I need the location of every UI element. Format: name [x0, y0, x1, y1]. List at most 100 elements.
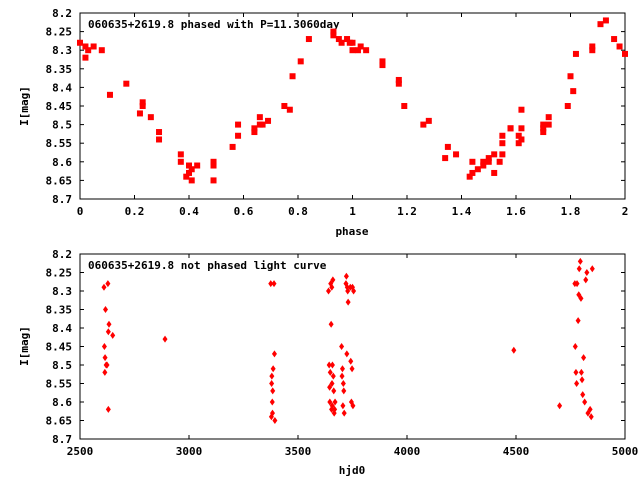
- data-point: [597, 21, 604, 28]
- phased-light-curve-panel: 060635+2619.8 phased with P=11.3060day p…: [18, 7, 628, 238]
- data-point: [395, 80, 402, 87]
- data-point: [572, 50, 579, 57]
- data-point: [329, 380, 335, 387]
- data-point: [297, 58, 304, 65]
- unphased-light-curve-panel: 060635+2619.8 not phased light curve hjd…: [18, 248, 638, 477]
- data-point: [557, 402, 563, 410]
- data-point: [338, 39, 345, 46]
- data-point: [106, 320, 112, 328]
- data-point: [335, 36, 342, 43]
- data-point: [82, 54, 89, 61]
- y-tick-label: 8.45: [46, 100, 73, 113]
- data-point: [269, 409, 275, 417]
- data-point: [349, 365, 355, 373]
- data-point: [518, 125, 525, 132]
- data-point: [588, 413, 594, 421]
- data-points: [77, 17, 628, 184]
- data-point: [329, 283, 335, 291]
- data-point: [270, 387, 276, 395]
- data-point: [491, 169, 498, 176]
- data-point: [583, 276, 589, 284]
- axis-ticks: 0 0.2 0.4 0.6 0.8 1 1.2 1.4 1.6 1.8 2 8.2 8.25 8.3 8.3…: [46, 7, 629, 218]
- data-point: [589, 265, 595, 273]
- data-point: [105, 328, 111, 336]
- data-point: [581, 354, 587, 362]
- y-tick-label: 8.55: [46, 378, 73, 391]
- data-point: [345, 287, 351, 295]
- data-point: [269, 398, 275, 406]
- y-tick-label: 8.3: [52, 44, 72, 57]
- data-point: [326, 287, 332, 295]
- data-point: [345, 298, 351, 306]
- data-point: [256, 114, 263, 121]
- data-point: [332, 405, 338, 413]
- data-point: [499, 140, 506, 147]
- data-point: [572, 343, 578, 350]
- y-tick-label: 8.4: [52, 322, 72, 335]
- data-points: [101, 257, 595, 424]
- y-tick-label: 8.6: [52, 396, 72, 409]
- data-point: [229, 143, 236, 150]
- data-point: [540, 129, 547, 136]
- data-point: [339, 372, 345, 380]
- y-tick-label: 8.25: [46, 267, 73, 280]
- data-point: [540, 125, 547, 132]
- data-point: [576, 265, 582, 273]
- data-point: [139, 99, 146, 106]
- y-tick-label: 8.4: [52, 81, 72, 94]
- y-tick-label: 8.2: [52, 7, 72, 20]
- x-tick-label: 1.4: [452, 205, 472, 218]
- data-point: [589, 43, 596, 50]
- data-point: [101, 283, 107, 291]
- data-point: [518, 136, 525, 143]
- x-tick-label: 3000: [176, 445, 203, 458]
- data-point: [379, 62, 386, 69]
- data-point: [567, 73, 574, 80]
- data-point: [330, 32, 337, 39]
- y-tick-label: 8.5: [52, 119, 72, 132]
- data-point: [357, 43, 364, 50]
- data-point: [327, 368, 333, 376]
- data-point: [515, 132, 522, 139]
- data-point: [491, 151, 498, 158]
- data-point: [480, 158, 487, 165]
- y-tick-label: 8.35: [46, 304, 73, 317]
- y-tick-label: 8.6: [52, 156, 72, 169]
- y-tick-label: 8.45: [46, 341, 73, 354]
- data-point: [156, 129, 163, 136]
- data-point: [611, 36, 618, 43]
- data-point: [327, 383, 333, 391]
- data-point: [577, 257, 583, 265]
- data-point: [210, 177, 217, 184]
- y-tick-label: 8.5: [52, 359, 72, 372]
- data-point: [496, 158, 503, 165]
- data-point: [499, 151, 506, 158]
- data-point: [622, 50, 628, 57]
- data-point: [110, 331, 116, 339]
- data-point: [584, 269, 590, 276]
- data-point: [425, 117, 432, 124]
- x-tick-label: 4500: [503, 445, 530, 458]
- data-point: [268, 280, 274, 288]
- data-point: [331, 387, 337, 395]
- x-tick-label: 1.2: [397, 205, 417, 218]
- data-point: [587, 405, 593, 413]
- data-point: [350, 402, 356, 410]
- data-point: [235, 132, 242, 139]
- x-tick-label: 4000: [394, 445, 421, 458]
- data-point: [507, 125, 514, 132]
- data-point: [578, 368, 584, 376]
- x-tick-label: 0: [77, 205, 84, 218]
- data-point: [103, 306, 109, 313]
- data-point: [379, 58, 386, 65]
- data-point: [341, 387, 347, 395]
- data-point: [580, 391, 586, 399]
- data-point: [340, 402, 346, 410]
- data-point: [442, 155, 449, 162]
- data-point: [269, 372, 275, 380]
- data-point: [210, 162, 217, 169]
- data-point: [270, 365, 276, 373]
- data-point: [326, 361, 332, 369]
- data-point: [344, 36, 351, 43]
- plot-frame: [79, 253, 626, 440]
